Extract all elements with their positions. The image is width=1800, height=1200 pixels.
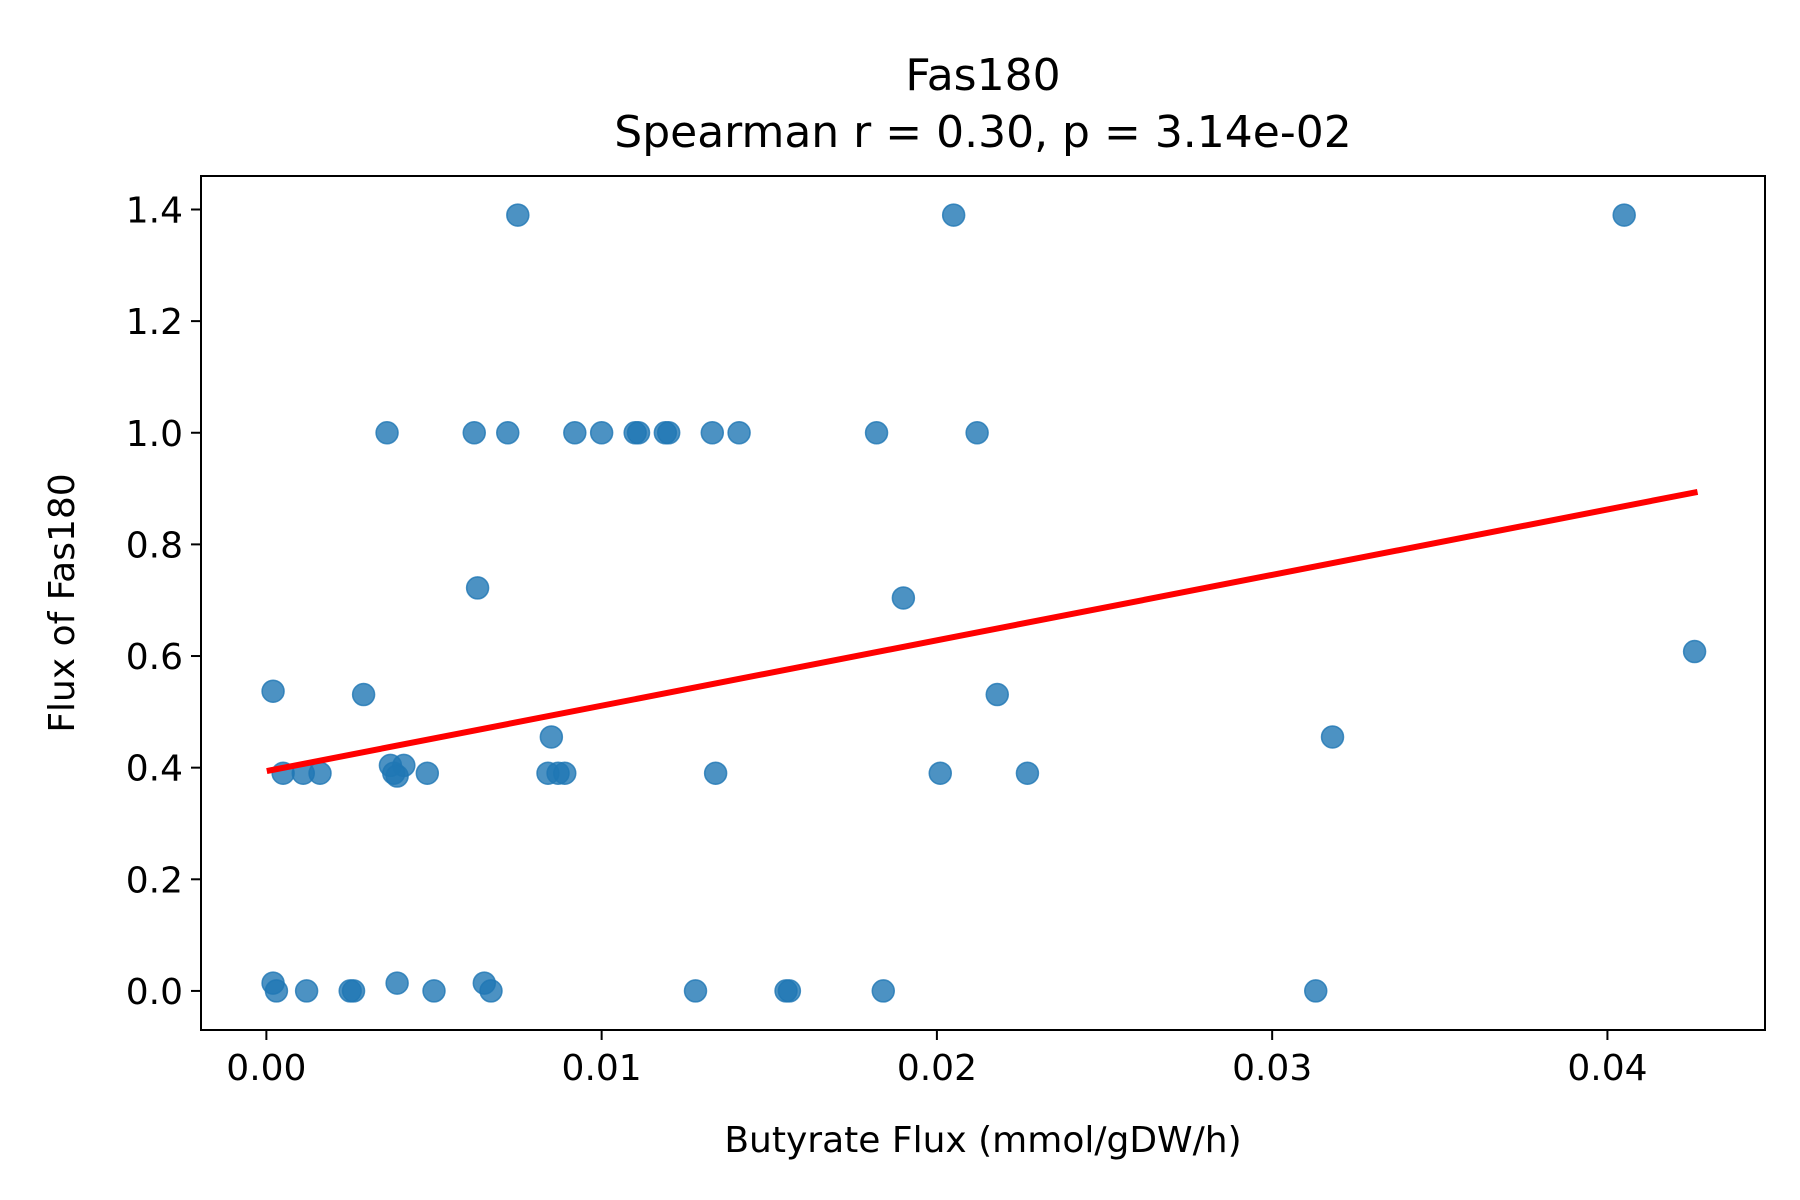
y-tick-label: 1.4: [126, 190, 183, 231]
data-point: [703, 761, 728, 785]
data-point: [871, 979, 896, 1003]
data-point: [462, 421, 486, 445]
y-tick-label: 0.0: [126, 972, 183, 1013]
x-axis-label: Butyrate Flux (mmol/gDW/h): [724, 1120, 1241, 1161]
x-tick-label: 0.01: [562, 1048, 642, 1089]
data-point: [626, 421, 651, 445]
data-point: [656, 421, 681, 445]
chart-title: Fas180: [905, 50, 1060, 101]
fit-line-group: [266, 488, 1699, 774]
x-tick-label: 0.03: [1232, 1048, 1312, 1089]
data-point: [261, 679, 285, 703]
data-point: [777, 979, 802, 1003]
data-point: [422, 979, 446, 1003]
data-point: [264, 979, 289, 1003]
y-tick-label: 1.2: [126, 302, 183, 343]
x-axis-ticks: 0.00 0.01 0.02 0.03 0.04: [226, 1030, 1648, 1089]
data-point: [1682, 639, 1707, 664]
data-point: [864, 421, 889, 445]
data-point: [941, 203, 966, 227]
plot-frame: [200, 175, 1766, 1031]
y-tick-label: 0.4: [126, 749, 183, 790]
data-point: [928, 761, 953, 785]
data-point: [539, 725, 564, 749]
data-point: [385, 764, 409, 788]
data-point: [375, 421, 399, 445]
data-point: [465, 576, 490, 600]
x-tick-label: 0.04: [1567, 1048, 1647, 1089]
y-tick-label: 1.0: [126, 414, 183, 455]
data-point: [683, 979, 708, 1003]
data-point: [1303, 979, 1328, 1003]
y-tick-label: 0.2: [126, 860, 183, 901]
data-point: [985, 682, 1009, 707]
data-point: [385, 971, 409, 995]
y-tick-label: 0.8: [126, 525, 183, 566]
data-point: [1015, 761, 1040, 785]
data-point: [553, 761, 577, 785]
data-point: [1320, 725, 1345, 749]
chart-subtitle: Spearman r = 0.30, p = 3.14e-02: [614, 107, 1351, 158]
x-tick-label: 0.02: [897, 1048, 977, 1089]
data-point: [294, 979, 319, 1003]
data-point: [308, 761, 332, 785]
data-point: [700, 421, 725, 445]
y-tick-label: 0.6: [126, 637, 183, 678]
regression-fit-line: [266, 488, 1699, 774]
data-point: [341, 979, 366, 1003]
data-point: [727, 421, 751, 445]
data-point: [496, 421, 520, 445]
data-point: [415, 761, 440, 785]
data-point: [1612, 203, 1636, 227]
data-point: [563, 421, 587, 445]
y-axis-ticks: 0.0 0.2 0.4 0.6 0.8 1.0 1.2 1.4: [126, 190, 201, 1013]
data-points: [261, 203, 1707, 1003]
data-point: [589, 421, 614, 445]
data-point: [891, 586, 916, 610]
data-point: [506, 203, 530, 227]
y-axis-label: Flux of Fas180: [42, 473, 83, 732]
data-point: [351, 682, 376, 707]
data-point: [965, 421, 989, 445]
x-tick-label: 0.00: [226, 1048, 306, 1089]
data-point: [479, 979, 503, 1003]
